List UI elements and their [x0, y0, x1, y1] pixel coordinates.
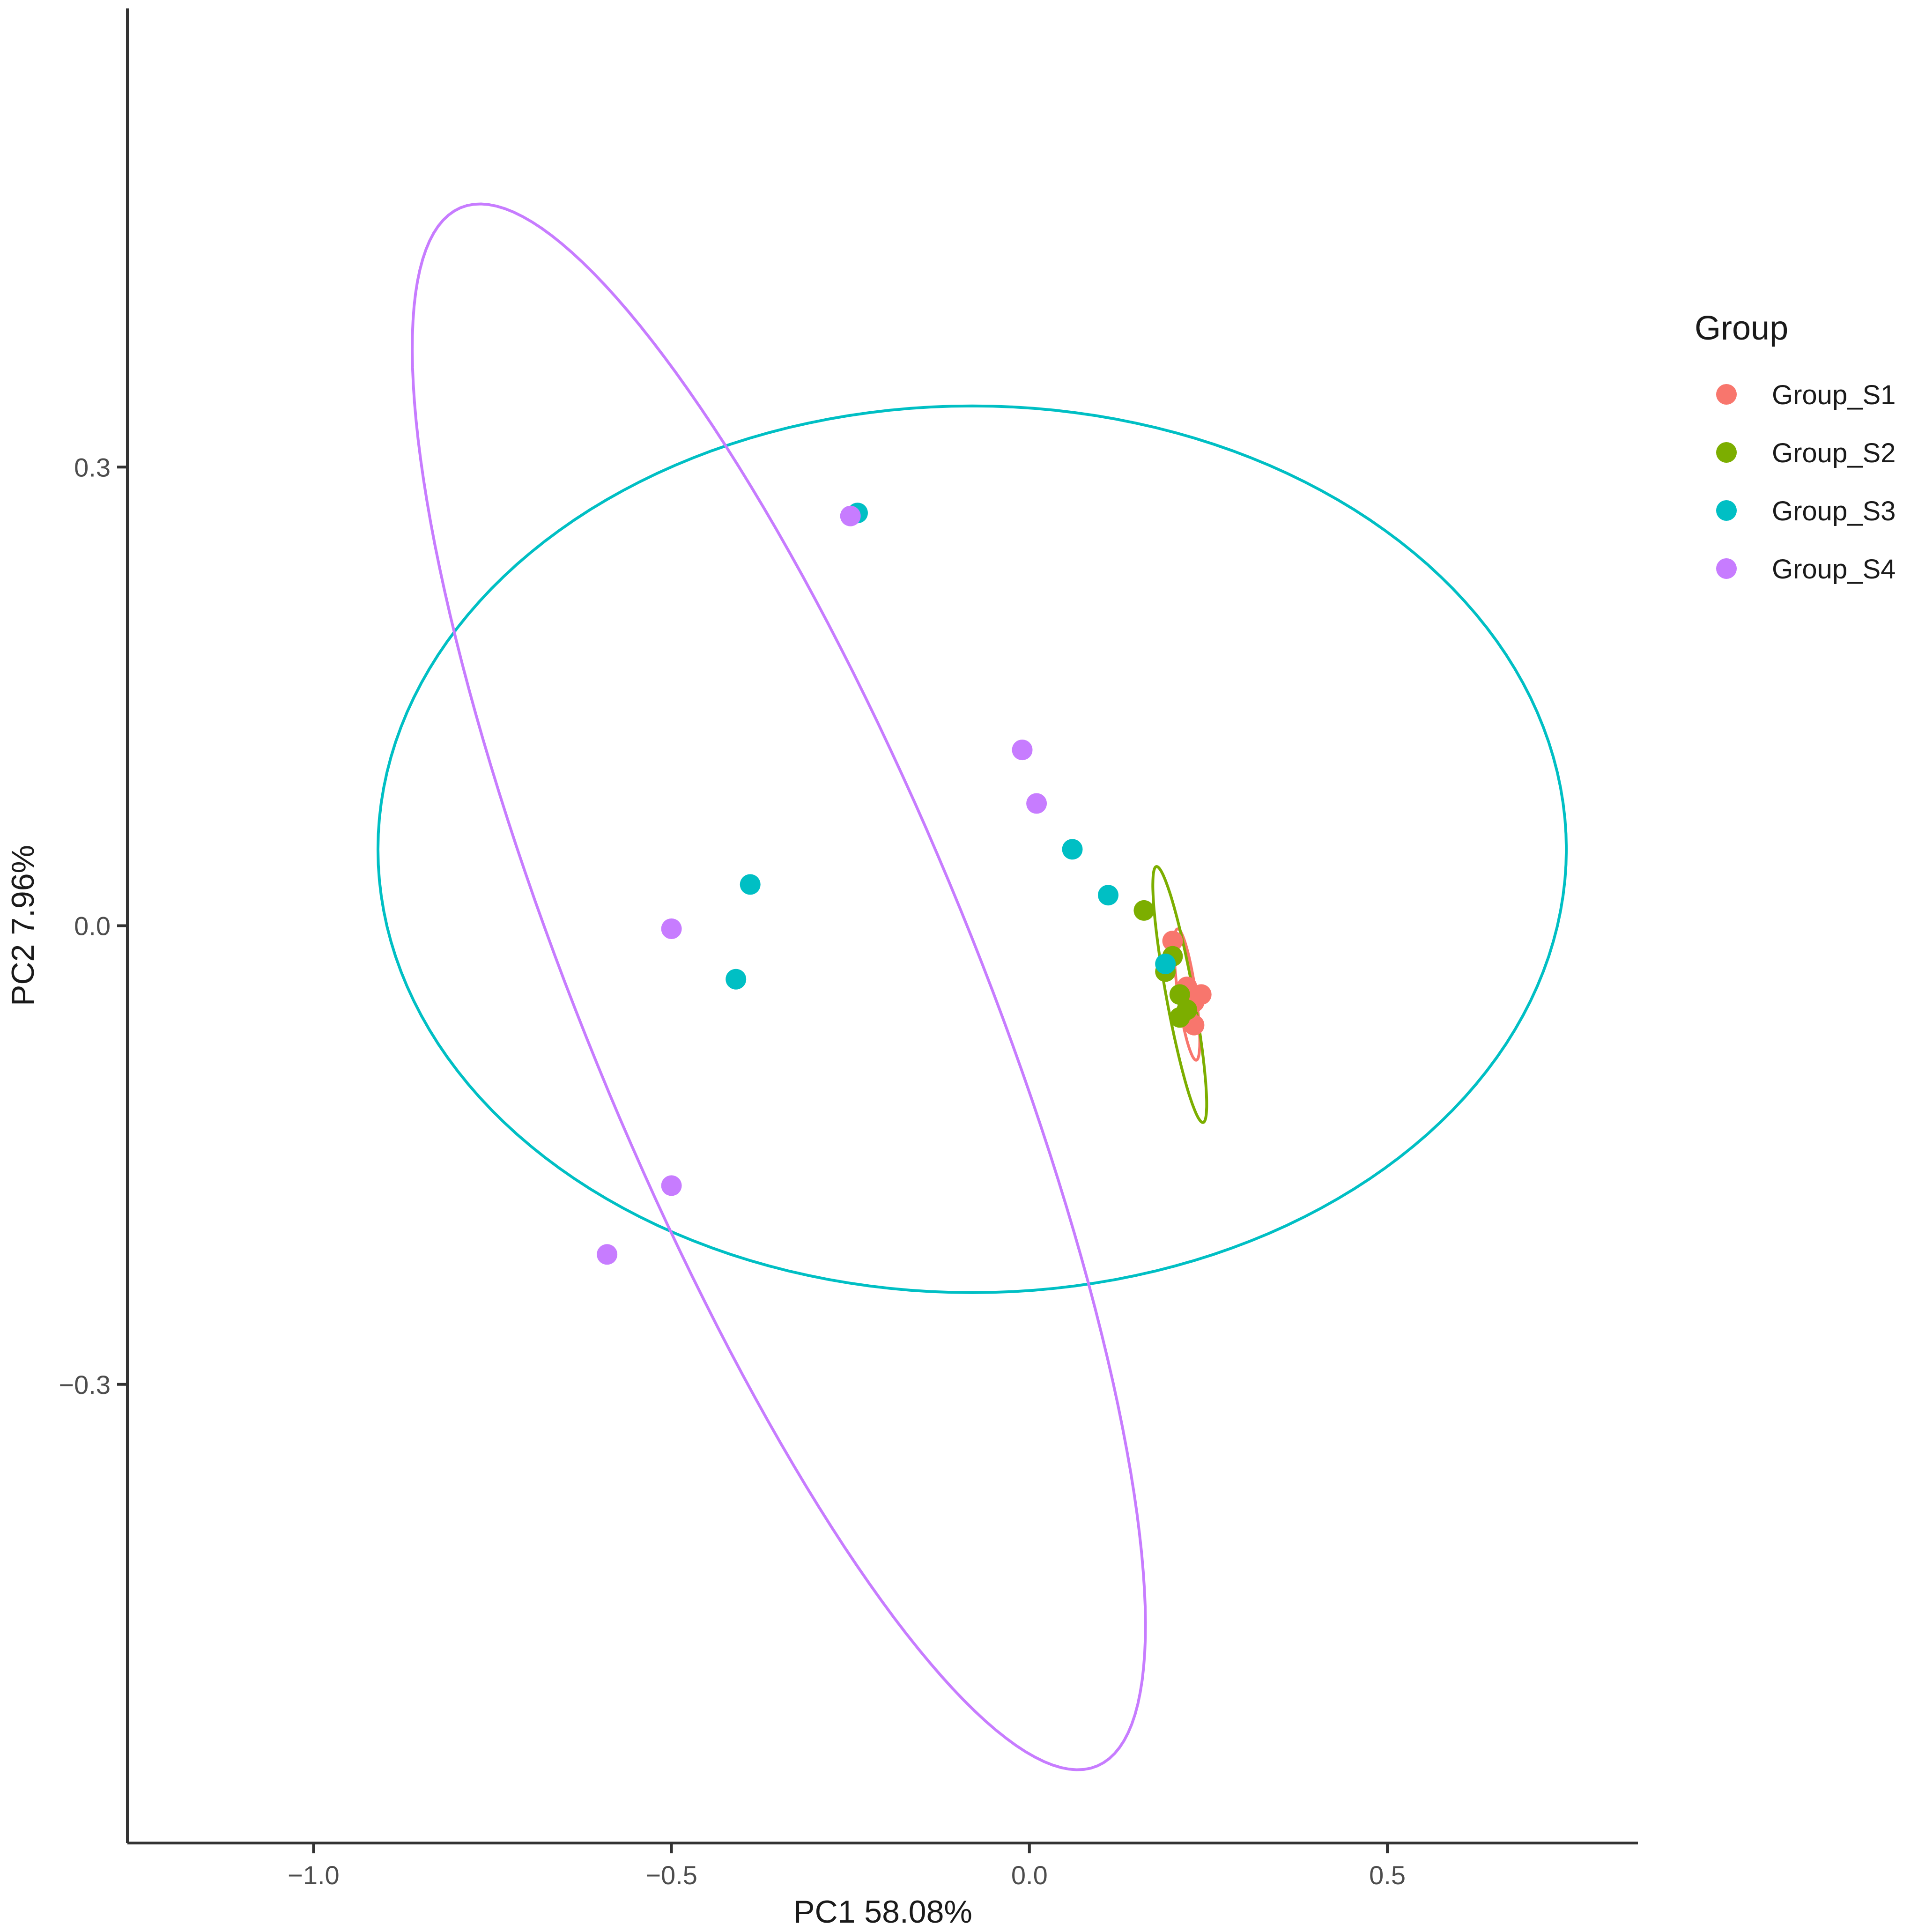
group-s2-point-3	[1169, 984, 1190, 1005]
group-s1-point-1	[1162, 931, 1183, 952]
ellipse-group-s3	[376, 404, 1568, 1294]
y-tick-label-2: 0.0	[74, 911, 111, 941]
y-axis-title: PC2 7.96%	[5, 845, 41, 1006]
x-tick-label-3: 0.0	[1011, 1860, 1048, 1890]
group-s2-point-6	[1169, 1007, 1190, 1028]
group-s4-point-4	[661, 918, 682, 939]
legend-title: Group	[1695, 310, 1788, 347]
group-s4-point-1	[840, 505, 861, 526]
y-tick-label-1: −0.3	[59, 1370, 111, 1399]
legend-label-group-s1: Group_S1	[1772, 380, 1896, 410]
legend-label-group-s2: Group_S2	[1772, 438, 1896, 468]
group-s3-point-4	[1062, 839, 1083, 860]
point-layer	[597, 503, 1212, 1265]
y-tick-layer: −0.3 0.0 0.3	[59, 452, 127, 1399]
ellipse-layer	[376, 202, 1568, 1771]
ellipse-group-s4	[411, 202, 1147, 1771]
x-tick-label-2: −0.5	[645, 1860, 697, 1890]
legend-label-group-s4: Group_S4	[1772, 554, 1896, 585]
x-tick-label-1: −1.0	[288, 1860, 340, 1890]
group-s4-point-6	[597, 1244, 618, 1265]
group-s3-point-2	[740, 874, 761, 895]
group-s1-point-5	[1191, 984, 1212, 1005]
legend-key-group-s3	[1716, 500, 1737, 521]
group-s2-point-1	[1133, 900, 1155, 921]
group-s4-point-3	[1026, 793, 1047, 814]
x-tick-label-4: 0.5	[1369, 1860, 1406, 1890]
group-s4-point-5	[661, 1175, 682, 1196]
legend-items: Group_S1 Group_S2 Group_S3 Group_S4	[1716, 380, 1896, 585]
x-tick-layer: −1.0 −0.5 0.0 0.5	[288, 1843, 1406, 1890]
ellipse-group-s2	[1151, 865, 1208, 1124]
legend-label-group-s3: Group_S3	[1772, 496, 1896, 526]
group-s3-point-3	[726, 969, 747, 990]
legend-key-group-s1	[1716, 384, 1737, 405]
x-axis-title: PC1 58.08%	[793, 1894, 972, 1930]
group-s3-point-5	[1098, 885, 1118, 906]
legend: Group Group_S1 Group_S2 Group_S3 Group_S4	[1695, 310, 1896, 585]
group-s4-point-2	[1012, 740, 1033, 761]
legend-key-group-s2	[1716, 442, 1737, 463]
y-tick-label-3: 0.3	[74, 452, 111, 482]
group-s3-point-6	[1155, 954, 1176, 975]
legend-key-group-s4	[1716, 558, 1737, 579]
